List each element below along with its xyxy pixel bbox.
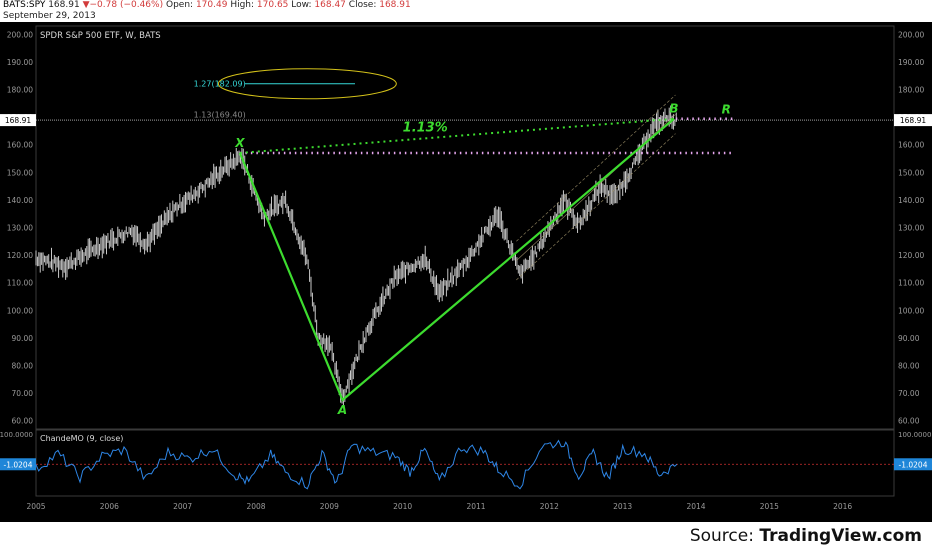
last-price-badge-text: 168.91 (900, 116, 926, 125)
osc-y-tick-right: 100.0000 (898, 431, 931, 439)
fib-level-label-113: 1.13(169.40) (194, 111, 246, 120)
y-tick-right: 70.00 (898, 389, 920, 398)
oscillator-title: ChandeMO (9, close) (40, 434, 123, 443)
source-brand: TradingView.com (759, 526, 922, 546)
osc-last-badge-text: -1.0204 (4, 460, 33, 469)
x-tick-label: 2007 (173, 502, 192, 511)
y-tick-left: 130.00 (7, 224, 33, 233)
low-value: 168.47 (314, 0, 346, 10)
open-value: 170.49 (195, 0, 228, 10)
harmonic-pattern-lines (238, 117, 675, 402)
main-pane-frame (35, 25, 895, 430)
y-tick-right: 190.00 (898, 58, 924, 67)
source-prefix: Source: (689, 526, 760, 546)
y-tick-right: 60.00 (898, 417, 920, 426)
y-tick-right: 100.00 (898, 306, 924, 315)
y-tick-left: 80.00 (12, 362, 34, 371)
y-tick-left: 140.00 (7, 196, 33, 205)
y-tick-left: 200.00 (7, 30, 33, 39)
x-tick-label: 2012 (540, 502, 559, 511)
high-label: High: (230, 0, 255, 10)
price-change: ▼−0.78 (−0.46%) (82, 0, 164, 10)
x-tick-label: 2008 (246, 502, 265, 511)
pattern-point-label: A (337, 403, 347, 417)
y-tick-right: 150.00 (898, 168, 924, 177)
osc-last-badge-text: -1.0204 (899, 460, 928, 469)
last-price-badge (0, 114, 36, 127)
pattern-ratio-label: 1.13% (403, 120, 448, 135)
y-tick-left: 70.00 (12, 389, 34, 398)
osc-last-badge (0, 458, 36, 471)
x-tick-label: 2010 (393, 502, 412, 511)
y-tick-left: 100.00 (7, 306, 33, 315)
osc-last-badge (894, 458, 932, 471)
low-label: Low: (291, 0, 312, 10)
x-tick-label: 2016 (833, 502, 852, 511)
projection-label: R (722, 103, 731, 117)
y-tick-right: 160.00 (898, 141, 924, 150)
trend-channel-line (516, 133, 676, 281)
trend-channel-line (516, 94, 676, 242)
y-tick-right: 140.00 (898, 196, 924, 205)
x-tick-label: 2005 (26, 502, 45, 511)
high-value: 170.65 (256, 0, 289, 10)
y-tick-right: 120.00 (898, 251, 924, 260)
y-tick-left: 160.00 (7, 141, 33, 150)
chart-title: SPDR S&P 500 ETF, W, BATS (40, 31, 161, 41)
header-bar: BATS:SPY 168.91 ▼−0.78 (−0.46%) Open: 17… (0, 0, 932, 22)
date-label: September 29, 2013 (3, 11, 96, 21)
y-tick-right: 180.00 (898, 85, 924, 94)
symbol-label[interactable]: BATS:SPY (3, 0, 46, 10)
x-tick-label: 2011 (466, 502, 485, 511)
y-tick-left: 90.00 (12, 334, 34, 343)
quote-line: BATS:SPY 168.91 ▼−0.78 (−0.46%) Open: 17… (3, 0, 411, 11)
x-tick-label: 2013 (613, 502, 632, 511)
fib-highlight-ellipse (217, 68, 397, 100)
x-tick-label: 2009 (320, 502, 339, 511)
y-tick-left: 120.00 (7, 251, 33, 260)
x-tick-label: 2006 (100, 502, 119, 511)
y-tick-left: 180.00 (7, 85, 33, 94)
y-tick-left: 60.00 (12, 417, 34, 426)
x-tick-label: 2015 (760, 502, 779, 511)
y-tick-right: 90.00 (898, 334, 920, 343)
fib-level-label-127: 1.27(182.09) (194, 80, 246, 89)
open-label: Open: (165, 0, 194, 10)
last-price-badge-text: 168.91 (5, 116, 31, 125)
y-tick-left: 110.00 (7, 279, 33, 288)
close-value: 168.91 (379, 0, 411, 10)
y-tick-right: 80.00 (898, 362, 920, 371)
pattern-point-label: X (234, 136, 245, 150)
y-tick-left: 150.00 (7, 168, 33, 177)
chart-background (0, 22, 932, 522)
y-tick-left: 190.00 (7, 58, 33, 67)
oscillator-line (35, 439, 678, 490)
price-chart[interactable]: 60.00 60.00 70.00 70.00 80.00 80.00 90.00 90.00… (0, 22, 932, 522)
y-tick-right: 130.00 (898, 224, 924, 233)
xb-ratio-line (239, 117, 675, 154)
last-price: 168.91 (48, 0, 80, 10)
x-tick-label: 2014 (686, 502, 705, 511)
close-label: Close: (348, 0, 377, 10)
osc-y-tick-left: 100.0000 (0, 431, 33, 439)
y-tick-right: 200.00 (898, 30, 924, 39)
pattern-point-label: B (669, 102, 678, 116)
last-price-badge (894, 114, 932, 127)
source-credit: Source: TradingView.com (690, 526, 922, 546)
y-tick-right: 110.00 (898, 279, 924, 288)
